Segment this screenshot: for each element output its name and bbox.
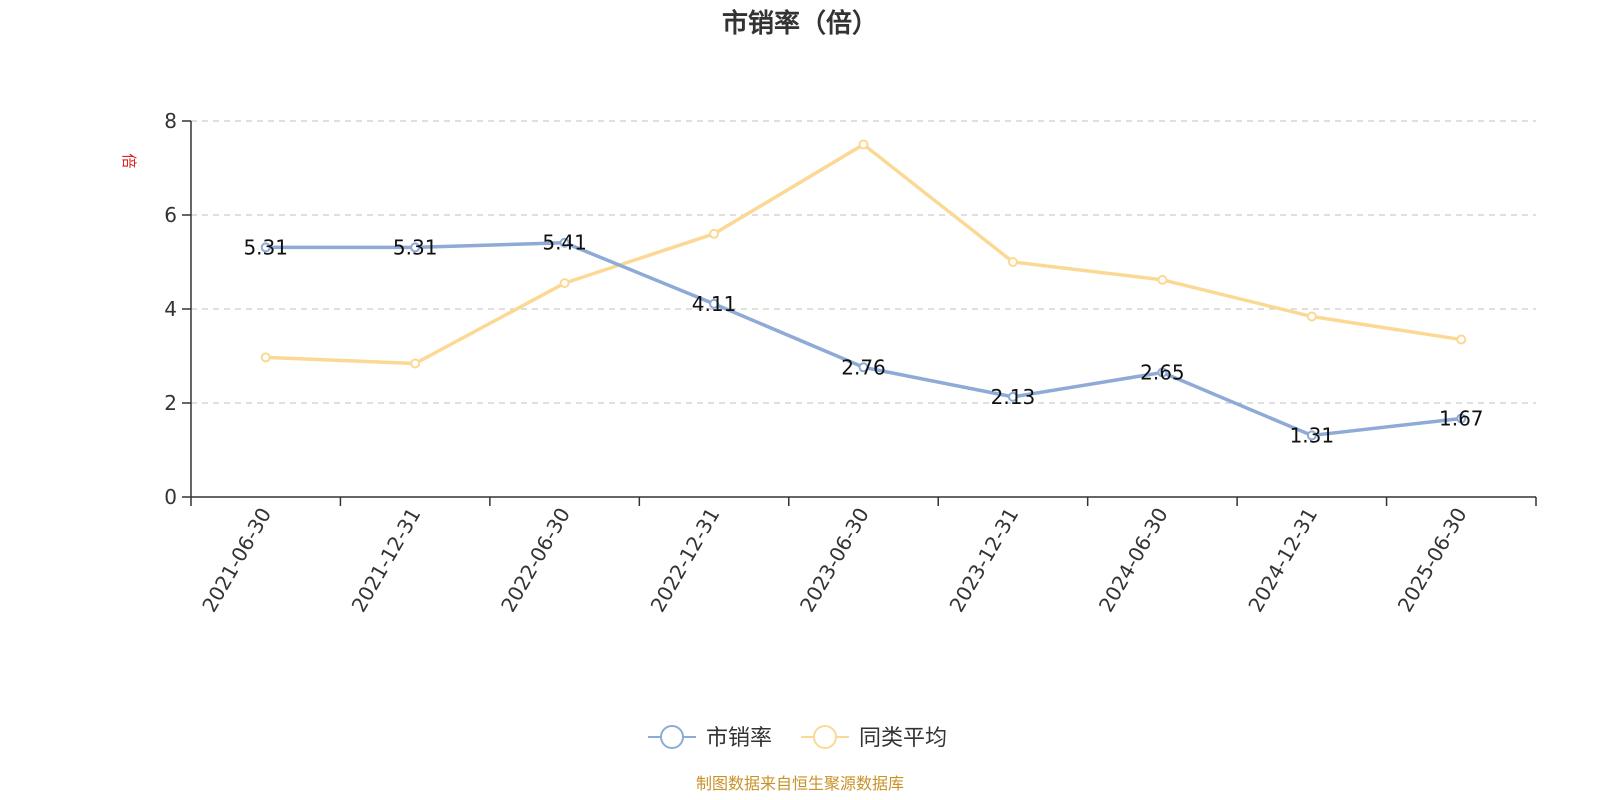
- data-point: [559, 278, 570, 289]
- data-point: [1456, 413, 1467, 424]
- data-point: [1157, 367, 1168, 378]
- legend-item-0[interactable]: 市销率: [648, 725, 772, 751]
- data-label: 5.31: [393, 235, 438, 259]
- data-point: [260, 242, 271, 253]
- data-label: 4.11: [692, 292, 737, 316]
- data-point: [709, 228, 720, 239]
- data-point: [1456, 334, 1467, 345]
- x-tick-label: 2024-06-30: [1094, 504, 1173, 617]
- grid-lines: [191, 120, 1536, 404]
- series-0: 5.31 5.31 5.41 4.11 2.76 2.13 2.65 1.31 1.67: [243, 231, 1483, 448]
- y-axis-label: 倍: [120, 153, 138, 168]
- data-point: [410, 242, 421, 253]
- data-source-note: 制图数据来自恒生聚源数据库: [696, 774, 904, 793]
- data-point: [1306, 311, 1317, 322]
- x-tick-label: 2025-06-30: [1393, 504, 1472, 617]
- data-label: 2.76: [841, 355, 886, 379]
- data-point: [1157, 274, 1168, 285]
- x-tick-label: 2022-06-30: [496, 504, 575, 617]
- x-tick-label: 2022-12-31: [645, 504, 724, 617]
- series-1: [260, 139, 1467, 369]
- x-tick-label: 2024-12-31: [1243, 504, 1322, 617]
- data-label: 2.13: [991, 385, 1036, 409]
- y-tick-label: 6: [164, 203, 177, 227]
- data-point: [1007, 257, 1018, 267]
- y-tick-label: 8: [164, 109, 177, 133]
- data-label: 2.65: [1140, 360, 1185, 384]
- legend-marker: [660, 725, 684, 749]
- y-tick-label: 4: [164, 297, 177, 321]
- data-label: 1.67: [1439, 407, 1484, 431]
- data-point: [858, 362, 869, 373]
- series-line: [265, 142, 1462, 366]
- x-tick-label: 2021-12-31: [347, 504, 426, 617]
- data-point: [858, 139, 869, 150]
- data-point: [1306, 430, 1317, 441]
- series-group: 5.31 5.31 5.41 4.11 2.76 2.13 2.65 1.31 1.67: [243, 139, 1484, 448]
- data-point: [709, 298, 720, 309]
- series-line: [265, 240, 1462, 438]
- y-tick-label: 0: [164, 485, 177, 509]
- data-point: [1007, 391, 1018, 402]
- legend-marker: [813, 725, 837, 749]
- x-tick-label: 2023-12-31: [944, 504, 1023, 617]
- data-point: [260, 352, 271, 363]
- chart-title: 市销率（倍）: [722, 8, 878, 39]
- data-label: 5.31: [243, 235, 288, 259]
- legend-item-1[interactable]: 同类平均: [801, 725, 947, 751]
- x-tick-label: 2023-06-30: [795, 504, 874, 617]
- legend-label: 同类平均: [859, 726, 947, 751]
- data-point: [559, 237, 570, 248]
- data-label: 5.41: [542, 231, 587, 255]
- legend-label: 市销率: [706, 726, 772, 751]
- data-label: 1.31: [1290, 423, 1335, 447]
- y-tick-label: 2: [164, 391, 177, 415]
- legend: 市销率 同类平均: [648, 725, 947, 751]
- x-tick-label: 2021-06-30: [197, 504, 276, 617]
- data-point: [410, 358, 421, 369]
